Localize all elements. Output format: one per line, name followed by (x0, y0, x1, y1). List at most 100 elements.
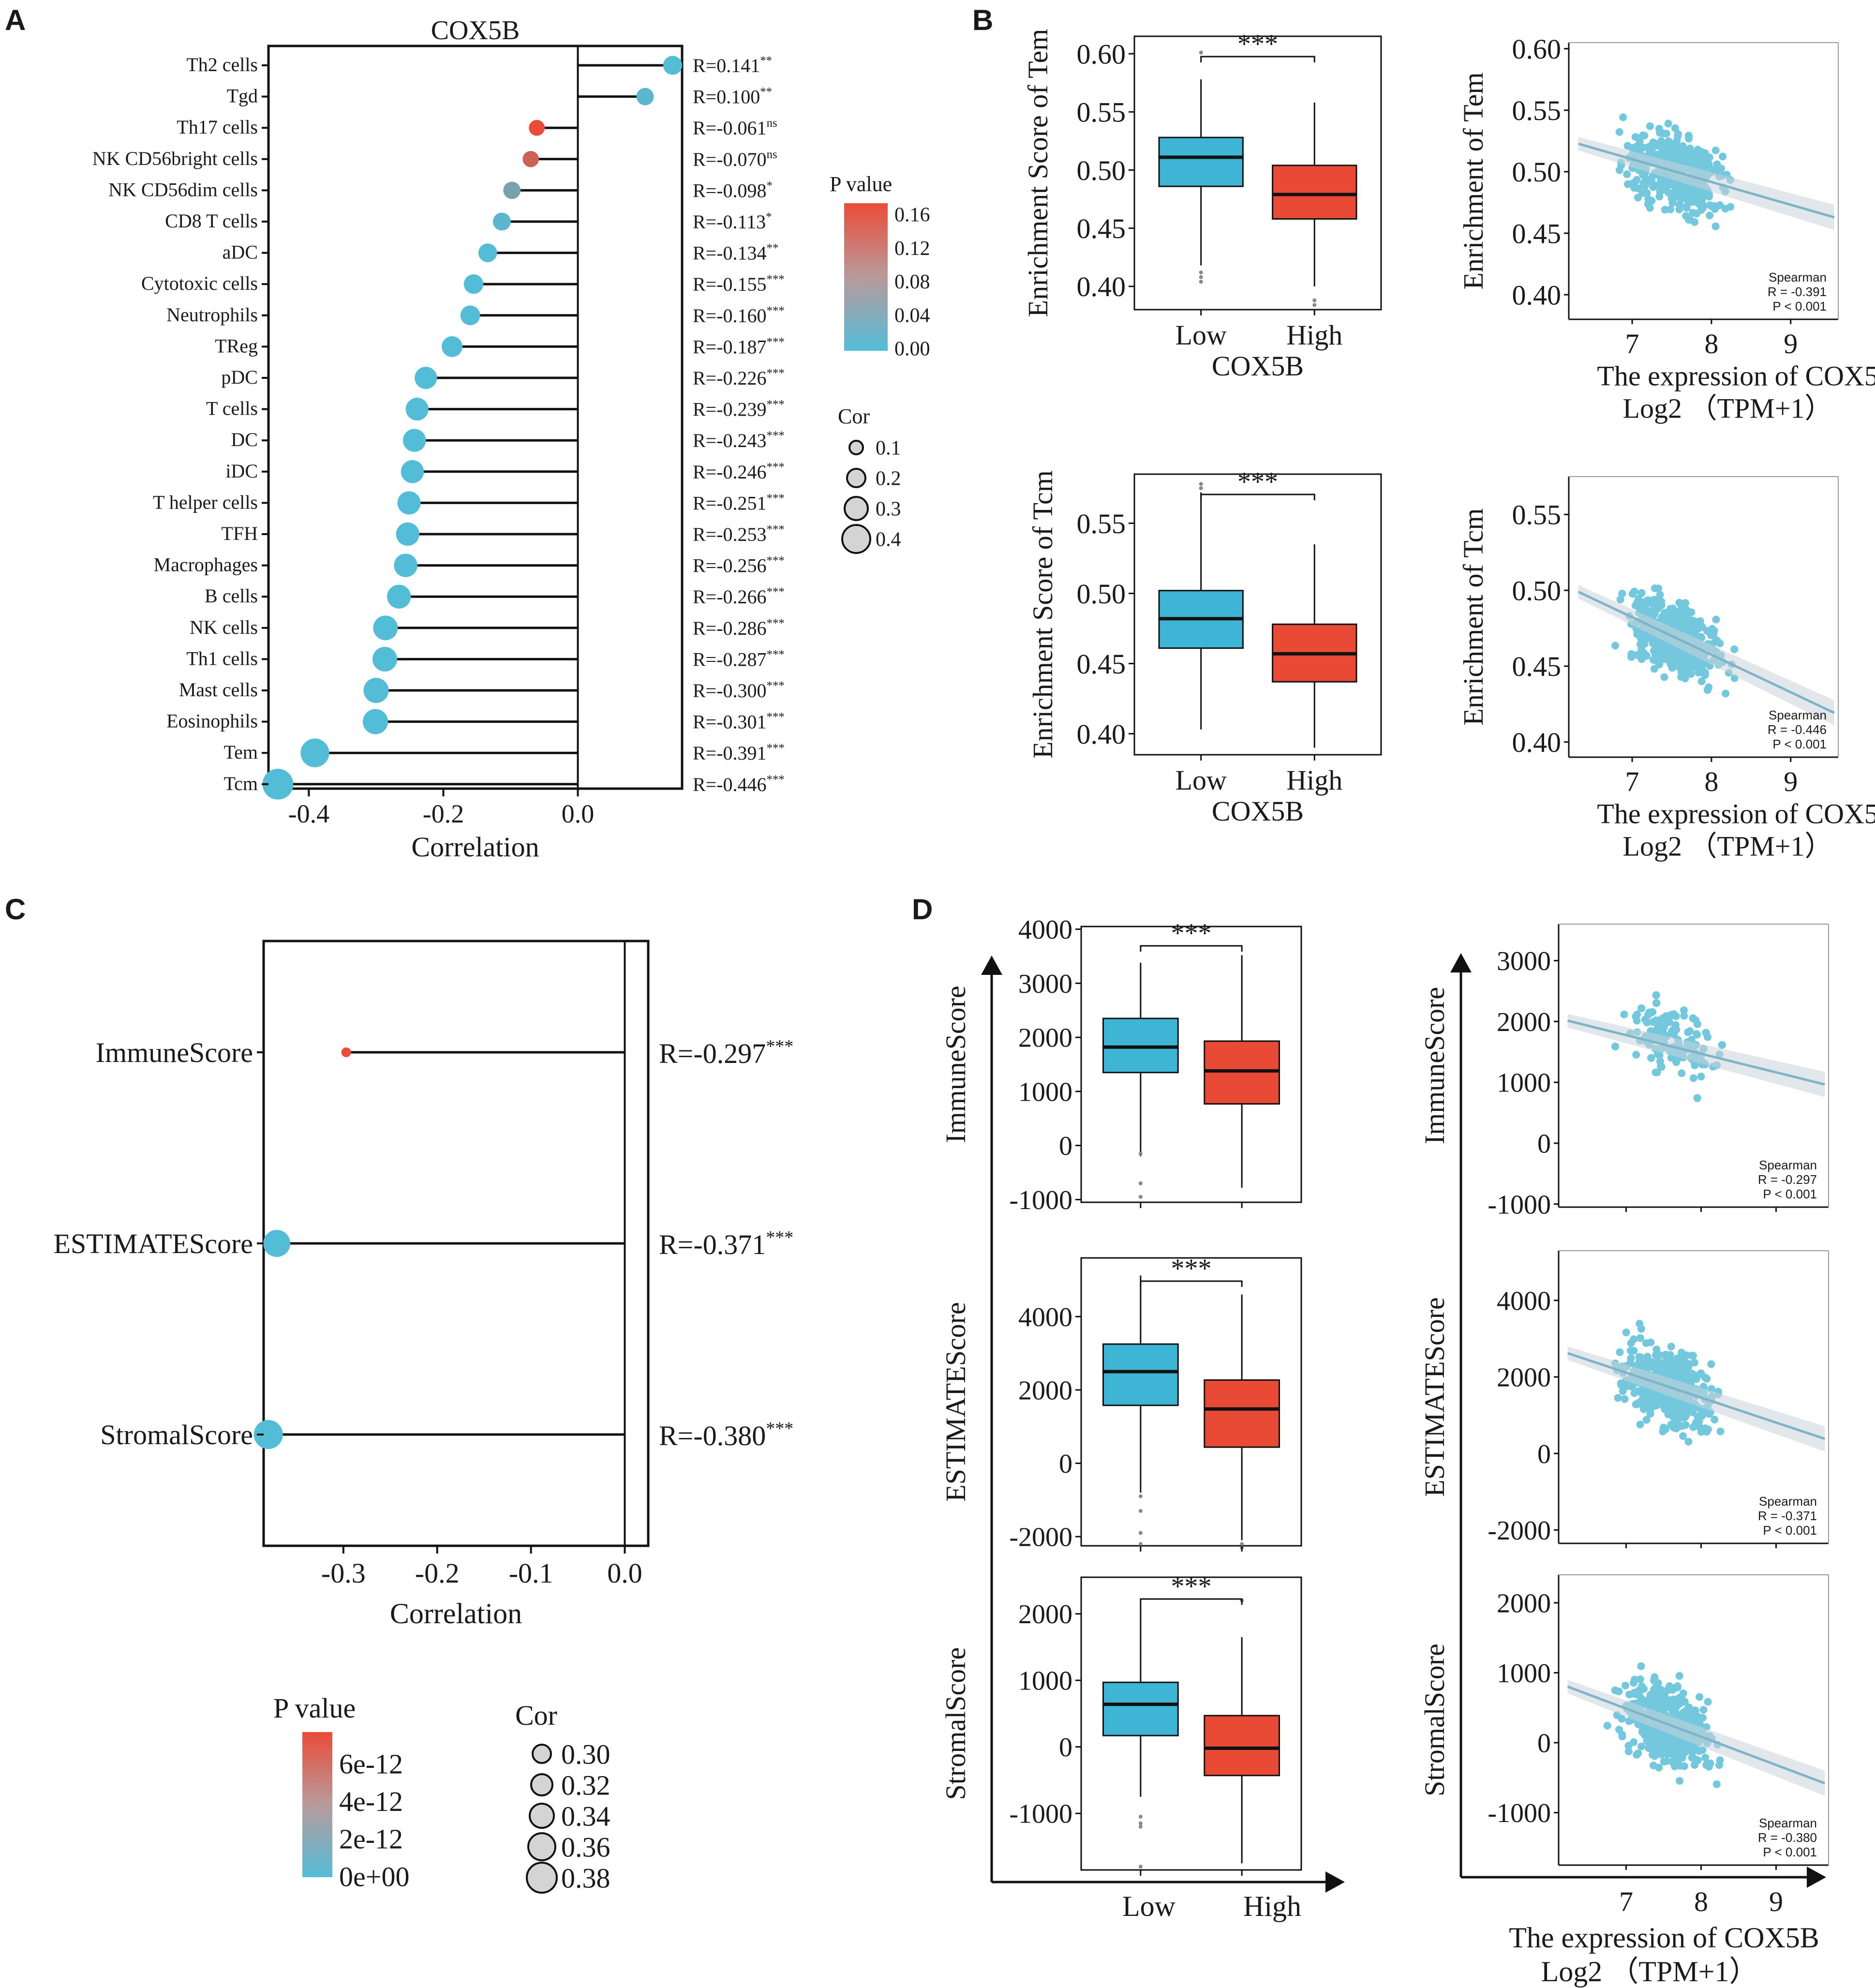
y-tick-label: 0.55 (1077, 508, 1126, 539)
scatter-point (1622, 1329, 1630, 1337)
scatter-point (1646, 1406, 1654, 1414)
scatter-point (1718, 1041, 1726, 1049)
d-left-y-arrowhead (981, 956, 1002, 975)
outlier-point (1199, 486, 1203, 490)
scatter-point (1665, 189, 1673, 197)
scatter-point (1643, 1018, 1651, 1027)
lollipop-dot-1 (636, 88, 654, 105)
scatter-point (1697, 206, 1705, 214)
regression-line (1577, 590, 1835, 714)
scatter-point (1659, 1427, 1667, 1435)
scatter-point (1705, 1410, 1713, 1418)
scatter-point (1682, 204, 1691, 212)
x-axis-label: The expression of COX5B (1597, 798, 1875, 830)
confidence-band (1567, 1680, 1825, 1796)
scatter-point (1706, 211, 1714, 220)
p-legend-tick: 4e-12 (339, 1786, 403, 1817)
scatter-point (1611, 1686, 1619, 1694)
scatter-point (1660, 673, 1668, 681)
scatter-point (1678, 1747, 1686, 1755)
scatter-point (1665, 1018, 1673, 1026)
outlier-point (1312, 303, 1317, 307)
scatter-point (1684, 614, 1692, 623)
x-axis-label: The expression of COX5B (1597, 360, 1875, 392)
scatter-point (1707, 631, 1715, 639)
scatter-point (1652, 999, 1661, 1007)
p-legend-tick: 0.08 (894, 271, 930, 293)
scatter-point (1653, 1068, 1661, 1076)
x-category-label: High (1286, 319, 1342, 351)
r-label: R=-0.070ns (693, 148, 777, 170)
r-label: R=-0.286*** (693, 617, 785, 639)
y-tick-label: 0.40 (1512, 279, 1562, 311)
y-tick-label: 0.40 (1077, 718, 1126, 750)
scatter-point (1658, 1735, 1667, 1743)
cor-legend-label: 0.4 (876, 529, 901, 551)
d-right-y-arrowhead (1450, 953, 1472, 972)
outlier-point (1312, 298, 1317, 302)
scatter-point (1667, 205, 1675, 213)
scatter-point (1658, 152, 1666, 160)
scatter-point (1619, 1387, 1627, 1395)
r-label: R=-0.251*** (693, 492, 785, 514)
scatter-point (1669, 1010, 1678, 1018)
scatter-point (1647, 149, 1655, 157)
y-tick-label: 0 (1537, 1439, 1551, 1469)
p-legend-tick: 6e-12 (339, 1748, 403, 1779)
p-legend-tick: 2e-12 (339, 1824, 403, 1855)
scatter-point (1632, 1400, 1640, 1408)
scatter-point (1637, 1004, 1646, 1013)
outlier-point (1138, 1181, 1143, 1185)
r-label: R=0.141** (693, 54, 772, 76)
scatter-point (1715, 1761, 1723, 1769)
scatter-point (1672, 662, 1681, 670)
regression-line (1567, 1352, 1826, 1440)
y-tick-label: 0.55 (1077, 97, 1126, 128)
y-tick-label: 2000 (1497, 1007, 1551, 1037)
spearman-r: R = -0.371 (1758, 1509, 1817, 1523)
lollipop-dot-18 (373, 615, 398, 641)
scatter-point (1689, 1074, 1697, 1082)
x-axis-label-units: Log2 （TPM+1） (1623, 392, 1833, 424)
scatter-point (1647, 1338, 1655, 1346)
scatter-point (1637, 606, 1645, 614)
scatter-point (1670, 1030, 1678, 1038)
scatter-point (1648, 1394, 1656, 1403)
spearman-r: R = -0.380 (1758, 1830, 1817, 1845)
confidence-band (1578, 137, 1834, 230)
scatter-point (1621, 1395, 1629, 1403)
scatter-point (1662, 1748, 1670, 1756)
scatter-point (1657, 137, 1665, 145)
cor-legend-label: 0.30 (561, 1738, 610, 1770)
lollipop-dot-2 (253, 1420, 283, 1449)
r-label: R=-0.446*** (693, 773, 785, 795)
y-tick-label: 0.60 (1077, 38, 1126, 70)
scatter-point (1664, 1410, 1672, 1419)
scatter-point (1704, 161, 1712, 169)
scatter-point (1633, 176, 1641, 184)
scatter-point (1693, 1031, 1701, 1039)
scatter-point (1656, 182, 1664, 191)
scatter-point (1626, 1359, 1635, 1367)
significance-bracket (1140, 1598, 1243, 1605)
scatter-point (1648, 196, 1656, 205)
r-label: R=-0.256*** (693, 554, 785, 577)
scatter-point (1693, 188, 1701, 196)
scatter-point (1623, 170, 1631, 179)
scatter-point (1711, 1416, 1719, 1424)
y-tick-label: 4000 (1497, 1286, 1551, 1316)
significance-label: *** (1237, 29, 1278, 59)
panel-label-b: B (972, 4, 993, 36)
scatter-point (1667, 1739, 1675, 1747)
y-tick-label: 0.50 (1512, 156, 1562, 188)
y-axis-label: ESTIMATEScore (940, 1302, 971, 1501)
scatter-point (1646, 122, 1654, 130)
lollipop-dot-14 (397, 491, 421, 515)
scatter-point (1680, 666, 1688, 674)
category-label: NK CD56bright cells (92, 148, 258, 169)
y-axis-label: StromalScore (940, 1647, 971, 1800)
scatter-point (1694, 1413, 1702, 1421)
category-label: DC (231, 429, 258, 450)
d-left-x-arrowhead (1325, 1871, 1345, 1893)
scatter-point (1636, 1675, 1644, 1683)
